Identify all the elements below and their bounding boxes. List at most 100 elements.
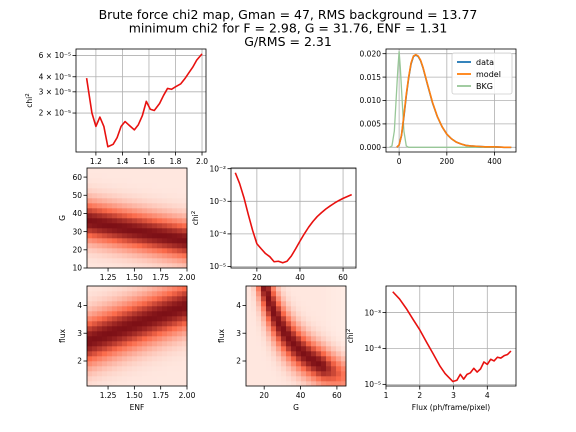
heatmap_flux_vs_G-cell: [311, 371, 317, 377]
heatmap_flux_vs_G-cell: [271, 341, 277, 347]
heatmap_flux_vs_ENF-cell: [182, 371, 188, 377]
heatmap_flux_vs_ENF-cell: [127, 296, 133, 302]
heatmap_flux_vs_ENF-cell: [182, 376, 188, 382]
heatmap_flux_vs_G-cell: [261, 351, 267, 357]
heatmap_flux_vs_ENF-cell: [182, 291, 188, 297]
heatmap_flux_vs_ENF-cell: [112, 366, 118, 372]
heatmap_flux_vs_ENF-cell: [92, 351, 98, 357]
heatmap_flux_vs_G-cell: [301, 301, 307, 307]
heatmap_flux_vs_ENF-cell: [177, 336, 183, 342]
heatmap_G_vs_ENF-cell: [147, 228, 153, 234]
heatmap_flux_vs_G-cell: [271, 311, 277, 317]
chi2_vs_flux-line: [392, 291, 512, 383]
heatmap_flux_vs_G-cell: [331, 361, 337, 367]
heatmap_G_vs_ENF-cell: [142, 208, 148, 214]
heatmap_flux_vs_ENF-cell: [172, 371, 178, 377]
heatmap_flux_vs_ENF-cell: [87, 331, 93, 337]
heatmap_flux_vs_G-cell: [251, 376, 257, 382]
heatmap_flux_vs_G-cell: [261, 346, 267, 352]
heatmap_flux_vs_G-cell: [266, 356, 272, 362]
heatmap_flux_vs_G-cell: [331, 301, 337, 307]
heatmap_flux_vs_ENF-xtick-label-0: 1.25: [100, 391, 117, 400]
heatmap_flux_vs_G-cell: [341, 361, 347, 367]
heatmap_flux_vs_G-cell: [306, 346, 312, 352]
heatmap_flux_vs_G-cell: [256, 321, 262, 327]
heatmap_flux_vs_ENF-cell: [112, 311, 118, 317]
heatmap_flux_vs_G-cell: [256, 331, 262, 337]
heatmap_G_vs_ENF-cell: [172, 248, 178, 254]
heatmap_flux_vs_G-cell: [301, 306, 307, 312]
heatmap_flux_vs_ENF-cell: [112, 351, 118, 357]
heatmap_G_vs_ENF-cell: [152, 178, 158, 184]
heatmap_flux_vs_ENF-cell: [112, 301, 118, 307]
heatmap_G_vs_ENF-cell: [152, 253, 158, 259]
heatmap_flux_vs_G-cell: [316, 326, 322, 332]
heatmap_flux_vs_G-cell: [306, 366, 312, 372]
heatmap_G_vs_ENF-cell: [117, 173, 123, 179]
heatmap_G_vs_ENF-cell: [162, 218, 168, 224]
heatmap_G_vs_ENF-cell: [112, 173, 118, 179]
heatmap_flux_vs_ENF-cell: [172, 321, 178, 327]
heatmap_flux_vs_ENF-cell: [177, 381, 183, 387]
heatmap_flux_vs_G-cell: [296, 371, 302, 377]
heatmap_flux_vs_ENF-cell: [132, 356, 138, 362]
heatmap_G_vs_ENF-cell: [137, 253, 143, 259]
heatmap_G_vs_ENF-cell: [87, 253, 93, 259]
heatmap_flux_vs_ENF-cell: [162, 371, 168, 377]
heatmap_flux_vs_G-cell: [326, 336, 332, 342]
heatmap_G_vs_ENF-cell: [132, 263, 138, 269]
heatmap_flux_vs_ENF-cell: [162, 336, 168, 342]
heatmap_flux_vs_ENF-cell: [107, 346, 113, 352]
heatmap_flux_vs_G-cell: [301, 371, 307, 377]
heatmap_flux_vs_ENF-cell: [132, 341, 138, 347]
heatmap_flux_vs_ENF-cell: [167, 321, 173, 327]
heatmap_flux_vs_G-cell: [271, 361, 277, 367]
heatmap_flux_vs_G-cell: [341, 301, 347, 307]
heatmap_flux_vs_ENF-cell: [87, 366, 93, 372]
heatmap_flux_vs_ENF-cell: [172, 346, 178, 352]
heatmap_flux_vs_ENF-cell: [137, 341, 143, 347]
heatmap_flux_vs_G-cell: [246, 306, 252, 312]
heatmap_G_vs_ENF-cell: [167, 203, 173, 209]
heatmap_flux_vs_G-cell: [326, 321, 332, 327]
heatmap_flux_vs_ENF-cell: [87, 296, 93, 302]
heatmap_flux_vs_ENF-cell: [142, 381, 148, 387]
heatmap_flux_vs_ENF-cell: [182, 296, 188, 302]
heatmap_flux_vs_G-cell: [276, 311, 282, 317]
heatmap_G_vs_ENF-cell: [112, 213, 118, 219]
heatmap_G_vs_ENF-cell: [157, 248, 163, 254]
heatmap_G_vs_ENF-cell: [97, 213, 103, 219]
heatmap_flux_vs_ENF-cell: [87, 356, 93, 362]
heatmap_flux_vs_ENF-cell: [107, 341, 113, 347]
heatmap_flux_vs_G-cell: [336, 291, 342, 297]
heatmap_flux_vs_ENF-cell: [142, 306, 148, 312]
heatmap_G_vs_ENF-cell: [177, 173, 183, 179]
heatmap_flux_vs_ENF-cell: [117, 286, 123, 292]
heatmap_flux_vs_G-cell: [251, 286, 257, 292]
heatmap_flux_vs_ENF-cell: [162, 311, 168, 317]
heatmap_flux_vs_G-cell: [271, 326, 277, 332]
chi2_vs_flux-xtick-label-1: 2: [417, 391, 422, 400]
heatmap_flux_vs_ENF-cell: [97, 366, 103, 372]
heatmap_G_vs_ENF-cell: [97, 183, 103, 189]
heatmap_flux_vs_ENF-cell: [122, 306, 128, 312]
heatmap_flux_vs_ENF-cell: [102, 331, 108, 337]
heatmap_flux_vs_ENF-cell: [167, 286, 173, 292]
heatmap_flux_vs_G-cell: [266, 331, 272, 337]
heatmap_flux_vs_G-cell: [266, 311, 272, 317]
heatmap_G_vs_ENF-cell: [152, 218, 158, 224]
heatmap_G_vs_ENF-cell: [142, 238, 148, 244]
histogram-legend: data model BKG: [451, 52, 513, 95]
heatmap_flux_vs_ENF-cell: [117, 336, 123, 342]
heatmap_flux_vs_G-cell: [276, 321, 282, 327]
heatmap_flux_vs_ENF-cell: [182, 301, 188, 307]
heatmap_flux_vs_ENF-cell: [122, 296, 128, 302]
heatmap_G_vs_ENF-xtick-label-2: 1.75: [152, 273, 169, 282]
heatmap_flux_vs_G-cell: [291, 291, 297, 297]
heatmap_flux_vs_G-cell: [256, 361, 262, 367]
heatmap_G_vs_ENF-cell: [182, 258, 188, 264]
heatmap_flux_vs_ENF-cell: [122, 376, 128, 382]
heatmap_G_vs_ENF-cell: [142, 168, 148, 174]
heatmap_flux_vs_ENF-cell: [152, 351, 158, 357]
heatmap_flux_vs_ENF-cell: [117, 291, 123, 297]
